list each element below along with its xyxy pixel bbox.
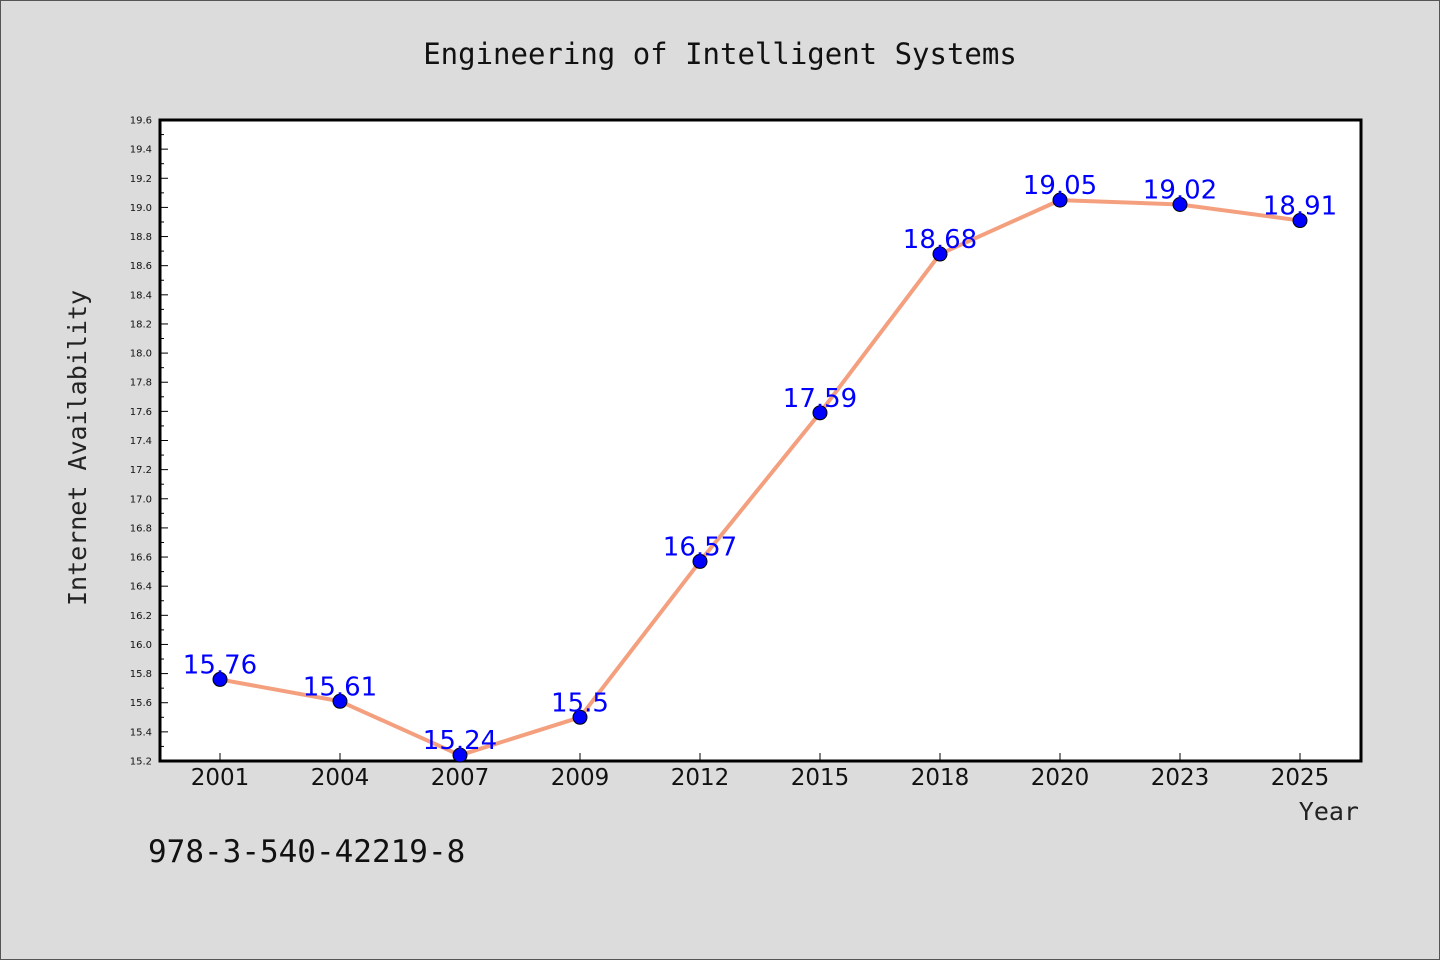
plot-area: [158, 118, 1363, 763]
y-tick-label: 17.2: [130, 465, 152, 476]
data-point: [812, 405, 828, 421]
y-tick-label: 18.4: [130, 290, 152, 301]
x-tick-label: 2009: [551, 765, 610, 791]
y-tick-label: 19.2: [130, 174, 152, 185]
y-tick-label: 17.6: [130, 407, 152, 418]
x-tick-label: 2001: [191, 765, 250, 791]
data-point: [332, 693, 348, 709]
data-label: 17.59: [783, 384, 857, 414]
y-tick-label: 15.6: [130, 698, 152, 709]
chart-title: Engineering of Intelligent Systems: [423, 37, 1017, 71]
series-line: [219, 198, 1301, 758]
y-tick-label: 17.4: [130, 436, 152, 447]
data-labels: 15.76 15.61 15.24 15.5 16.57 17.59 18.68 19.05 1…: [183, 171, 1337, 756]
data-point: [212, 671, 228, 687]
y-tick-label: 18.8: [130, 232, 152, 243]
data-point: [1292, 213, 1308, 229]
y-tick-label: 15.8: [130, 669, 152, 680]
y-tick-label: 19.0: [130, 203, 152, 214]
y-tick-label: 16.0: [130, 640, 152, 651]
data-label: 15.24: [423, 726, 497, 756]
y-tick-label: 19.4: [130, 145, 152, 156]
y-tick-label: 16.4: [130, 582, 152, 593]
y-axis-ticks: 15.2 15.4 15.6 15.8 16.0 16.2 16.4 16.6 16.8 17.0…: [130, 116, 168, 768]
y-tick-label: 18.6: [130, 261, 152, 272]
data-label: 15.61: [303, 672, 377, 702]
data-point: [692, 553, 708, 569]
y-tick-label: 16.2: [130, 611, 152, 622]
x-tick-label: 2025: [1271, 765, 1330, 791]
y-tick-label: 18.2: [130, 319, 152, 330]
data-point: [932, 246, 948, 262]
data-label: 18.68: [903, 225, 977, 255]
data-label: 19.02: [1143, 175, 1217, 205]
data-label: 15.76: [183, 650, 257, 680]
data-point: [452, 747, 468, 763]
y-tick-label: 18.0: [130, 349, 152, 360]
x-tick-label: 2023: [1151, 765, 1210, 791]
x-tick-label: 2012: [671, 765, 730, 791]
data-label: 16.57: [663, 532, 737, 562]
data-label: 18.91: [1263, 192, 1337, 222]
series-layer: [212, 192, 1308, 763]
x-tick-label: 2015: [791, 765, 850, 791]
data-label: 15.5: [551, 688, 609, 718]
y-tick-label: 17.0: [130, 494, 152, 505]
x-tick-label: 2007: [431, 765, 490, 791]
y-tick-label: 15.4: [130, 727, 152, 738]
y-tick-label: 16.6: [130, 553, 152, 564]
data-point: [1172, 196, 1188, 212]
x-axis-label: Year: [1299, 797, 1359, 826]
x-tick-label: 2020: [1031, 765, 1090, 791]
x-axis-ticks: 2001 2004 2007 2009 2012 2015 2018 2020 2023 2025: [191, 753, 1330, 791]
y-axis-label: Internet Availability: [63, 290, 92, 606]
data-label: 19.05: [1023, 171, 1097, 201]
data-point: [572, 709, 588, 725]
y-tick-label: 15.2: [130, 757, 152, 768]
y-tick-label: 16.8: [130, 523, 152, 534]
data-point: [1052, 192, 1068, 208]
x-tick-label: 2018: [911, 765, 970, 791]
y-tick-label: 17.8: [130, 378, 152, 389]
y-tick-label: 19.6: [130, 116, 152, 127]
x-tick-label: 2004: [311, 765, 370, 791]
isbn-code: 978-3-540-42219-8: [148, 834, 466, 870]
